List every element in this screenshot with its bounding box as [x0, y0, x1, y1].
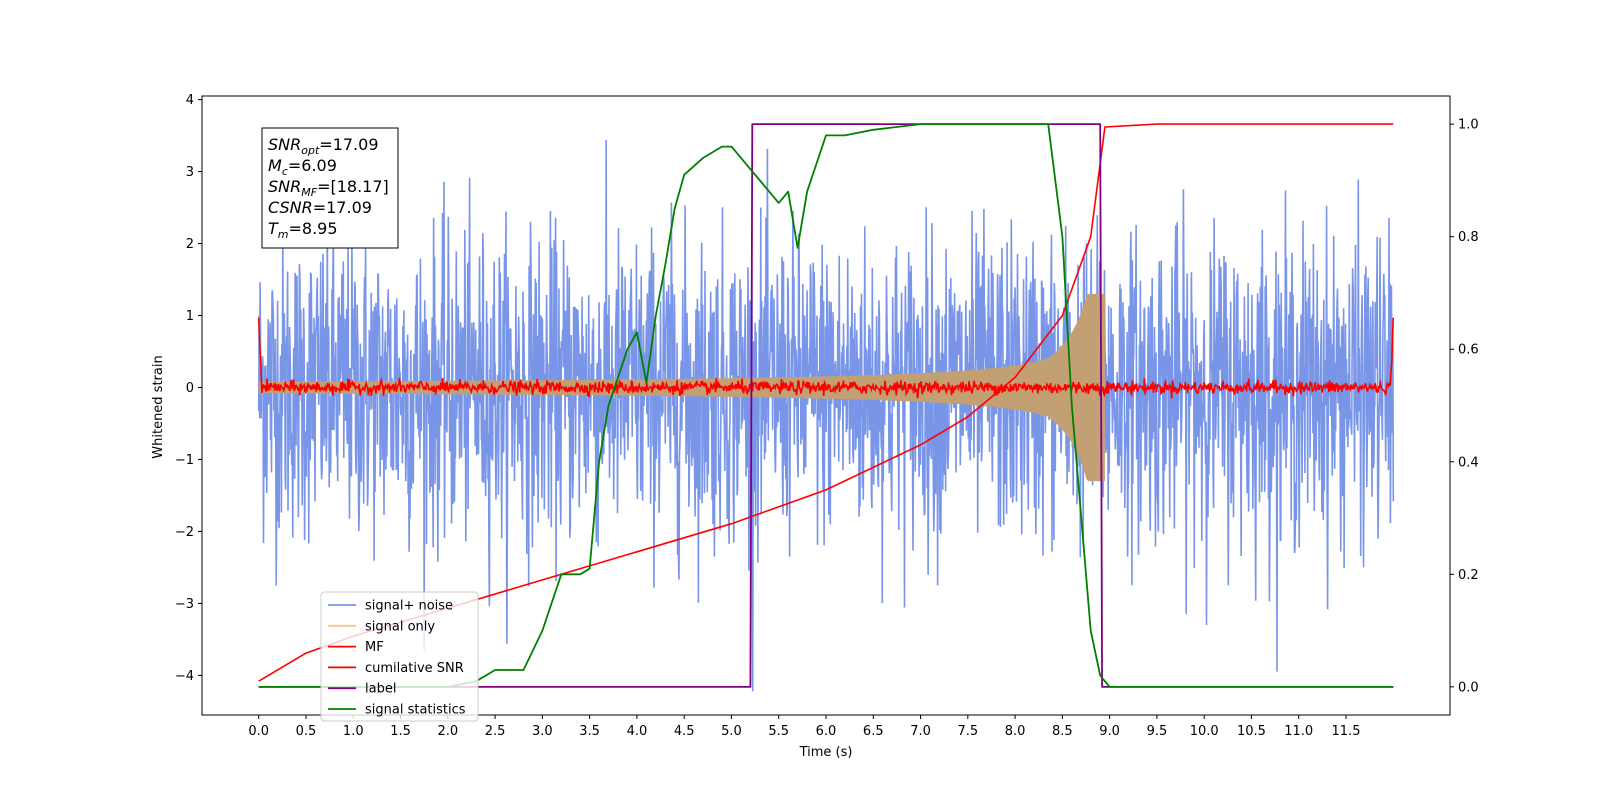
y-tick-label: −3: [175, 597, 194, 612]
y-axis-right: 1.0 0.8 0.6 0.4 0.2 0.0: [1450, 118, 1479, 695]
x-tick-label: 5.5: [768, 724, 789, 739]
x-tick-label: 2.5: [485, 724, 506, 739]
x-tick-label: 11.5: [1332, 724, 1361, 739]
legend-label: cumilative SNR: [365, 661, 464, 676]
y-tick-label: 4: [186, 93, 194, 108]
x-tick-label: 7.5: [957, 724, 978, 739]
y-right-tick-label: 0.2: [1458, 568, 1479, 583]
x-tick-label: 7.0: [910, 724, 931, 739]
annotation-line: Tm=8.95: [268, 219, 338, 241]
series-mf: [257, 317, 1395, 399]
y-tick-label: −1: [175, 453, 194, 468]
y-right-tick-label: 0.6: [1458, 343, 1479, 358]
y-right-tick-label: 0.0: [1458, 680, 1479, 695]
y-tick-label: −2: [175, 525, 194, 540]
legend-label: signal+ noise: [365, 599, 453, 614]
annotation-line: SNRMF=[18.17]: [268, 177, 389, 199]
stats-annotation: SNRopt=17.09Mc=6.09SNRMF=[18.17]CSNR=17.…: [261, 127, 399, 249]
legend-label: signal statistics: [365, 703, 466, 718]
y-right-tick-label: 1.0: [1458, 118, 1479, 133]
x-tick-label: 0.5: [296, 724, 317, 739]
x-tick-label: 10.0: [1190, 724, 1219, 739]
x-tick-label: 3.5: [579, 724, 600, 739]
y-axis-left: 4 3 2 1 0 −1 −2 −3 −4: [175, 93, 202, 684]
x-tick-label: 10.5: [1237, 724, 1266, 739]
x-tick-label: 1.5: [390, 724, 411, 739]
x-tick-label: 8.5: [1052, 724, 1073, 739]
x-tick-label: 4.0: [627, 724, 648, 739]
y-tick-label: 2: [186, 237, 194, 252]
legend-label: MF: [365, 640, 384, 655]
x-tick-label: 6.5: [863, 724, 884, 739]
legend: signal+ noise signal only MF cumilative SNR…: [320, 591, 479, 722]
x-tick-label: 11.0: [1284, 724, 1313, 739]
x-tick-label: 4.5: [674, 724, 695, 739]
series-signal-statistics: [258, 123, 1394, 688]
y-tick-label: 0: [186, 381, 194, 396]
y-right-tick-label: 0.8: [1458, 230, 1479, 245]
y-tick-label: 1: [186, 309, 194, 324]
y-right-tick-label: 0.4: [1458, 455, 1479, 470]
annotation-line: SNRopt=17.09: [268, 135, 379, 157]
x-tick-label: 6.0: [816, 724, 837, 739]
x-axis-label: Time (s): [799, 745, 853, 760]
x-tick-label: 2.0: [437, 724, 458, 739]
x-tick-label: 3.0: [532, 724, 553, 739]
y-tick-label: 3: [186, 165, 194, 180]
annotation-frame: [261, 127, 399, 249]
x-tick-label: 8.0: [1005, 724, 1026, 739]
legend-frame: [320, 591, 479, 722]
y-axis-label: Whitened strain: [151, 355, 166, 458]
legend-label: signal only: [365, 619, 435, 634]
x-tick-label: 1.0: [343, 724, 364, 739]
x-tick-label: 9.5: [1147, 724, 1168, 739]
legend-label: label: [365, 682, 396, 697]
x-tick-label: 0.0: [248, 724, 269, 739]
x-tick-label: 5.0: [721, 724, 742, 739]
x-tick-label: 9.0: [1099, 724, 1120, 739]
annotation-line: CSNR=17.09: [268, 198, 372, 217]
x-axis: 0.0 0.5 1.0 1.5 2.0 2.5 3.0 3.5 4.0 4.5 5.0 5.5 6.0 6…: [248, 715, 1360, 739]
annotation-line: Mc=6.09: [268, 156, 337, 178]
y-tick-label: −4: [175, 669, 194, 684]
